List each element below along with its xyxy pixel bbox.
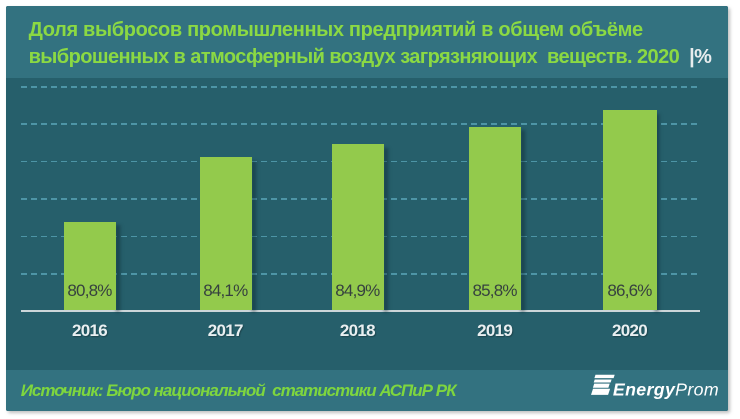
svg-text:EnergyProm: EnergyProm <box>612 380 718 400</box>
